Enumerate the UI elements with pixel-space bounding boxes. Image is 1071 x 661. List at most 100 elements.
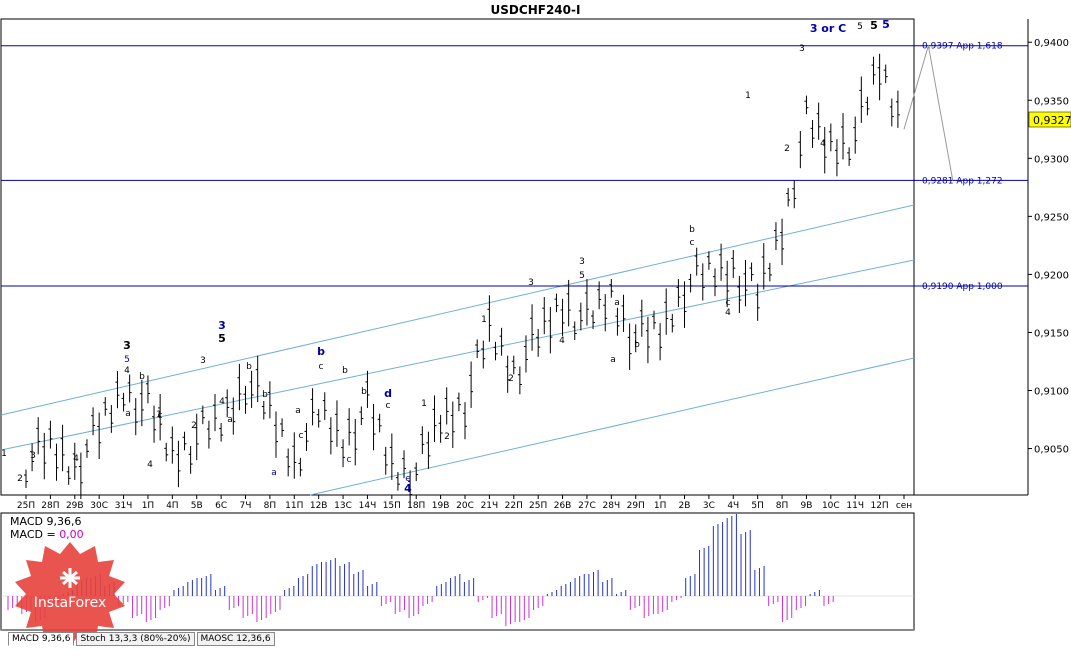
x-tick-label: 21Ч — [481, 501, 499, 511]
x-tick-label: 25П — [529, 501, 547, 511]
wave-label: 2 — [191, 421, 197, 431]
y-tick-label: 0,9350 — [1034, 96, 1069, 107]
wave-label: a — [614, 298, 620, 308]
wave-label: 2 — [784, 144, 790, 154]
current-price-badge — [1028, 111, 1071, 128]
y-tick-label: 0,9150 — [1034, 328, 1069, 339]
macd-name-label: MACD 9,36,6 — [10, 515, 82, 528]
wave-label: c — [299, 431, 304, 441]
wave-label: 2 — [17, 474, 23, 484]
x-tick-label: 7Ч — [240, 501, 252, 511]
x-tick-label: 15П — [383, 501, 401, 511]
wave-label: 4 — [820, 139, 826, 149]
wave-label: b — [246, 362, 252, 372]
forecast-path — [903, 45, 954, 181]
wave-label: d — [384, 387, 392, 400]
wave-label: 3 — [799, 44, 805, 54]
x-tick-label: 14Ч — [359, 501, 377, 511]
wave-label: 2 — [444, 432, 450, 442]
x-tick-label: 9В — [800, 501, 812, 511]
wave-label: 5 — [870, 19, 878, 32]
y-tick-label: 0,9100 — [1034, 387, 1069, 398]
brand-name: InstaForex — [33, 595, 107, 611]
x-tick-label: 11Ч — [846, 501, 864, 511]
x-tick-label: 26В — [554, 501, 572, 511]
price-plot-area — [0, 18, 915, 496]
x-tick-label: 1П — [142, 501, 155, 511]
x-tick-label: 8П — [776, 501, 789, 511]
macd-value-label: MACD = 0,00 — [10, 528, 84, 541]
x-tick-label: 4Ч — [727, 501, 739, 511]
x-tick-label: 30С — [90, 501, 108, 511]
wave-label: b — [634, 340, 640, 350]
x-tick-label: 20С — [456, 501, 474, 511]
tab-macd[interactable]: MACD 9,36,6 — [8, 632, 75, 646]
wave-label: 4 — [559, 336, 565, 346]
x-tick-label: 3С — [703, 501, 715, 511]
level-label: 0,9281 App 1,272 — [922, 176, 1003, 186]
wave-label: c — [726, 298, 731, 308]
x-tick-label: 27С — [578, 501, 596, 511]
wave-label: b — [342, 366, 348, 376]
wave-label: a — [227, 415, 233, 425]
wave-label: 1 — [745, 91, 751, 101]
x-tick-label: 12В — [310, 501, 328, 511]
x-tick-label: 2В — [679, 501, 691, 511]
wave-label: 5 — [124, 355, 130, 365]
wave-label: c — [158, 411, 163, 421]
wave-label: c — [319, 362, 324, 372]
x-tick-label: 31Ч — [115, 501, 133, 511]
wave-label: 3 — [218, 319, 226, 332]
wave-label: 1 — [156, 410, 162, 420]
x-tick-label: 29В — [66, 501, 84, 511]
x-tick-label: 8П — [264, 501, 277, 511]
x-tick-label: 28П — [41, 501, 59, 511]
wave-label: 3 — [579, 257, 585, 267]
level-label: 0,9397 App 1,618 — [922, 42, 1003, 52]
wave-label: b — [361, 387, 367, 397]
macd-pane — [0, 512, 915, 631]
wave-label: c — [690, 238, 695, 248]
instaforex-logo: InstaForex — [8, 540, 132, 650]
wave-label: 4 — [147, 460, 153, 470]
wave-label: c — [347, 455, 352, 465]
wave-label: 5 — [857, 22, 863, 32]
wave-label: b — [689, 225, 695, 235]
wave-label: 5 — [218, 332, 226, 345]
chart-title: USDCHF240-I — [490, 3, 581, 17]
level-label: 0,9190 App 1,000 — [922, 282, 1003, 292]
wave-label: 5 — [579, 271, 585, 281]
x-tick-label: сен — [896, 501, 912, 511]
wave-label: 3 — [528, 278, 534, 288]
trend-channel — [0, 204, 915, 496]
tab-maosc[interactable]: MAOSC 12,36,6 — [196, 632, 275, 646]
x-tick-label: 12П — [870, 501, 888, 511]
wave-label: 4 — [73, 454, 79, 464]
wave-label: 3 — [200, 356, 206, 366]
wave-label: 2 — [508, 374, 514, 384]
y-tick-label: 0,9200 — [1034, 270, 1069, 281]
x-tick-label: 25П — [17, 501, 35, 511]
wave-label: b — [317, 345, 325, 358]
tab-stoch[interactable]: Stoch 13,3,3 (80%-20%) — [76, 632, 195, 646]
wave-label: 3 — [123, 339, 131, 352]
current-price-label: 0,9327 — [1033, 114, 1071, 127]
y-tick-label: 0,9300 — [1034, 154, 1069, 165]
wave-label: 3 or C — [810, 22, 846, 35]
x-tick-label: 4П — [166, 501, 179, 511]
x-tick-label: 5П — [751, 501, 764, 511]
wave-label: b — [139, 372, 145, 382]
wave-label: 5 — [882, 18, 890, 31]
x-tick-label: 13С — [334, 501, 352, 511]
wave-label: 4 — [219, 397, 225, 407]
x-tick-label: 6С — [215, 501, 227, 511]
y-tick-label: 0,9050 — [1034, 445, 1069, 456]
instaforex-badge-icon — [15, 542, 125, 646]
x-tick-label: 29П — [627, 501, 645, 511]
wave-label: a — [295, 406, 301, 416]
wave-label: c — [386, 401, 391, 411]
x-tick-label: 19В — [432, 501, 450, 511]
wave-label: e — [405, 474, 411, 484]
y-tick-label: 0,9250 — [1034, 212, 1069, 223]
